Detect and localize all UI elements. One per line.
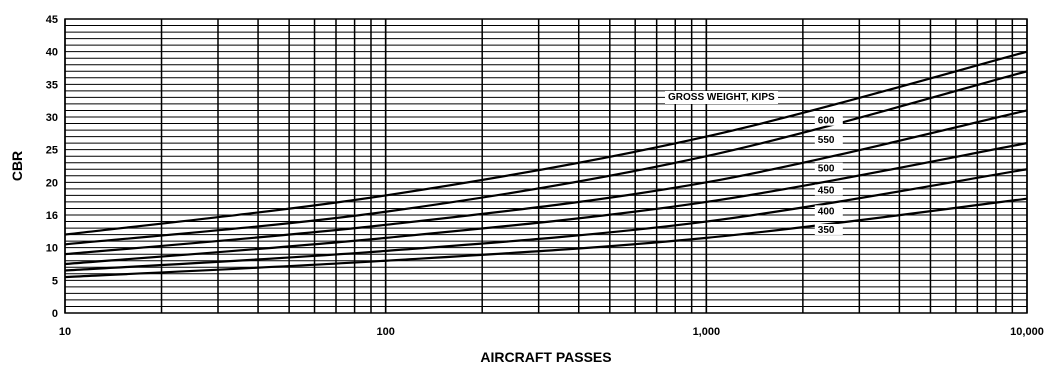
series-line-350	[64, 197, 1028, 279]
x-tick-label: 10	[59, 326, 71, 338]
curve-label-bg	[814, 223, 843, 235]
y-axis-ticks: 0 5 10 16 20 25 30 35 40 45	[46, 14, 58, 320]
curve-label-450: 450	[818, 186, 835, 197]
plot-area: 600 550 500 450 400 350 GROSS WEIGHT, KIPS	[64, 18, 1028, 314]
curve-label-bg	[814, 205, 843, 217]
x-axis-label: AIRCRAFT PASSES	[480, 349, 611, 365]
y-tick-label: 45	[46, 14, 58, 26]
series-group	[64, 50, 1028, 279]
gross-weight-label-bg	[665, 91, 779, 104]
curve-label-500: 500	[818, 164, 835, 175]
y-tick-label: 5	[52, 275, 58, 287]
curve-label-600: 600	[818, 116, 835, 127]
y-tick-label: 16	[46, 210, 58, 222]
series-line-450	[64, 142, 1028, 266]
x-tick-label: 1,000	[693, 326, 721, 338]
series-line-600	[64, 50, 1028, 236]
curve-label-550: 550	[818, 135, 835, 146]
curve-label-bg	[814, 134, 843, 146]
curve-label-bg	[814, 114, 843, 126]
y-tick-label: 25	[46, 145, 58, 157]
plot-background	[65, 19, 1027, 313]
curve-label-350: 350	[818, 225, 835, 236]
y-tick-label: 30	[46, 112, 58, 124]
series-line-400	[64, 168, 1028, 272]
curve-labels: 600 550 500 450 400 350	[814, 114, 843, 236]
y-axis-label: CBR	[9, 151, 25, 181]
series-line-500	[64, 109, 1028, 256]
x-tick-label: 100	[376, 326, 394, 338]
y-tick-label: 0	[52, 308, 58, 320]
y-tick-label: 35	[46, 79, 58, 91]
curve-label-400: 400	[818, 206, 835, 217]
curve-label-bg	[814, 184, 843, 196]
y-tick-label: 40	[46, 47, 58, 59]
x-axis-ticks: 10 100 1,000 10,000	[59, 326, 1044, 338]
series-line-550	[64, 70, 1028, 246]
y-tick-label: 20	[46, 177, 58, 189]
plot-frame	[64, 18, 1028, 314]
gross-weight-label: GROSS WEIGHT, KIPS	[668, 92, 775, 103]
y-tick-label: 10	[46, 243, 58, 255]
x-tick-label: 10,000	[1010, 326, 1044, 338]
curve-label-bg	[814, 162, 843, 174]
